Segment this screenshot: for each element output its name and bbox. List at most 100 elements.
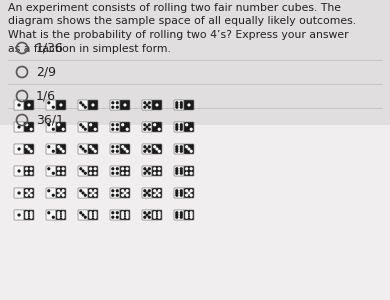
- Circle shape: [176, 104, 178, 106]
- Circle shape: [176, 150, 178, 152]
- Circle shape: [188, 104, 190, 106]
- Circle shape: [124, 148, 126, 150]
- FancyBboxPatch shape: [24, 166, 34, 176]
- FancyBboxPatch shape: [174, 122, 184, 132]
- Text: What is the probability of rolling two 4’s? Express your answer: What is the probability of rolling two 4…: [8, 30, 349, 40]
- Circle shape: [181, 148, 182, 150]
- FancyBboxPatch shape: [152, 210, 162, 220]
- Circle shape: [122, 168, 124, 170]
- FancyBboxPatch shape: [14, 144, 24, 154]
- Circle shape: [84, 216, 86, 218]
- FancyBboxPatch shape: [88, 166, 98, 176]
- FancyBboxPatch shape: [184, 100, 194, 110]
- Circle shape: [158, 190, 160, 192]
- Circle shape: [186, 212, 188, 214]
- Circle shape: [26, 216, 28, 218]
- Circle shape: [58, 168, 60, 170]
- Circle shape: [154, 172, 156, 174]
- Circle shape: [112, 190, 114, 192]
- Circle shape: [122, 214, 124, 216]
- Circle shape: [186, 214, 188, 216]
- FancyBboxPatch shape: [88, 100, 98, 110]
- FancyBboxPatch shape: [88, 210, 98, 220]
- Circle shape: [94, 128, 96, 130]
- Circle shape: [144, 216, 146, 218]
- FancyBboxPatch shape: [24, 188, 34, 198]
- Circle shape: [18, 148, 20, 150]
- Circle shape: [116, 190, 118, 192]
- FancyBboxPatch shape: [142, 100, 152, 110]
- Circle shape: [176, 216, 178, 218]
- FancyBboxPatch shape: [14, 122, 24, 132]
- FancyBboxPatch shape: [56, 144, 66, 154]
- Circle shape: [126, 194, 128, 196]
- Circle shape: [82, 148, 84, 150]
- Circle shape: [90, 124, 92, 126]
- Circle shape: [82, 170, 84, 172]
- Circle shape: [181, 212, 182, 214]
- Text: 36/1: 36/1: [36, 113, 64, 127]
- Circle shape: [176, 190, 178, 192]
- Circle shape: [116, 172, 118, 174]
- Circle shape: [190, 216, 192, 218]
- FancyBboxPatch shape: [152, 144, 162, 154]
- Circle shape: [116, 124, 118, 126]
- Circle shape: [26, 194, 28, 196]
- Circle shape: [146, 214, 148, 216]
- Circle shape: [90, 190, 92, 192]
- FancyBboxPatch shape: [46, 144, 56, 154]
- Circle shape: [158, 128, 160, 130]
- Circle shape: [52, 128, 54, 130]
- Circle shape: [48, 124, 50, 126]
- Circle shape: [181, 170, 182, 172]
- Circle shape: [94, 212, 96, 214]
- Circle shape: [176, 148, 178, 150]
- Circle shape: [26, 212, 28, 214]
- FancyBboxPatch shape: [120, 188, 130, 198]
- Circle shape: [149, 190, 150, 192]
- Circle shape: [158, 214, 160, 216]
- Circle shape: [146, 148, 148, 150]
- Circle shape: [186, 216, 188, 218]
- Circle shape: [112, 216, 114, 218]
- Circle shape: [60, 192, 62, 194]
- Circle shape: [92, 104, 94, 106]
- FancyBboxPatch shape: [184, 144, 194, 154]
- FancyBboxPatch shape: [152, 100, 162, 110]
- Circle shape: [94, 150, 96, 152]
- Circle shape: [176, 194, 178, 196]
- Circle shape: [94, 172, 96, 174]
- Circle shape: [149, 150, 150, 152]
- Circle shape: [62, 172, 64, 174]
- Circle shape: [60, 104, 62, 106]
- Circle shape: [58, 172, 60, 174]
- Circle shape: [154, 190, 156, 192]
- Circle shape: [80, 168, 82, 170]
- FancyBboxPatch shape: [142, 188, 152, 198]
- Text: 1/36: 1/36: [36, 41, 64, 55]
- Circle shape: [149, 106, 150, 108]
- Circle shape: [181, 194, 182, 196]
- Circle shape: [112, 128, 114, 130]
- Circle shape: [176, 212, 178, 214]
- FancyBboxPatch shape: [56, 122, 66, 132]
- FancyBboxPatch shape: [14, 188, 24, 198]
- Circle shape: [188, 148, 190, 150]
- Text: diagram shows the sample space of all equally likely outcomes.: diagram shows the sample space of all eq…: [8, 16, 356, 26]
- FancyBboxPatch shape: [174, 100, 184, 110]
- FancyBboxPatch shape: [152, 122, 162, 132]
- FancyBboxPatch shape: [24, 100, 34, 110]
- FancyBboxPatch shape: [152, 188, 162, 198]
- FancyBboxPatch shape: [78, 144, 88, 154]
- FancyBboxPatch shape: [78, 166, 88, 176]
- Circle shape: [26, 172, 28, 174]
- FancyBboxPatch shape: [88, 122, 98, 132]
- Circle shape: [82, 104, 84, 106]
- Circle shape: [158, 194, 160, 196]
- Circle shape: [176, 168, 178, 170]
- Circle shape: [188, 192, 190, 194]
- FancyBboxPatch shape: [142, 122, 152, 132]
- Circle shape: [156, 192, 158, 194]
- Circle shape: [181, 172, 182, 174]
- Circle shape: [122, 216, 124, 218]
